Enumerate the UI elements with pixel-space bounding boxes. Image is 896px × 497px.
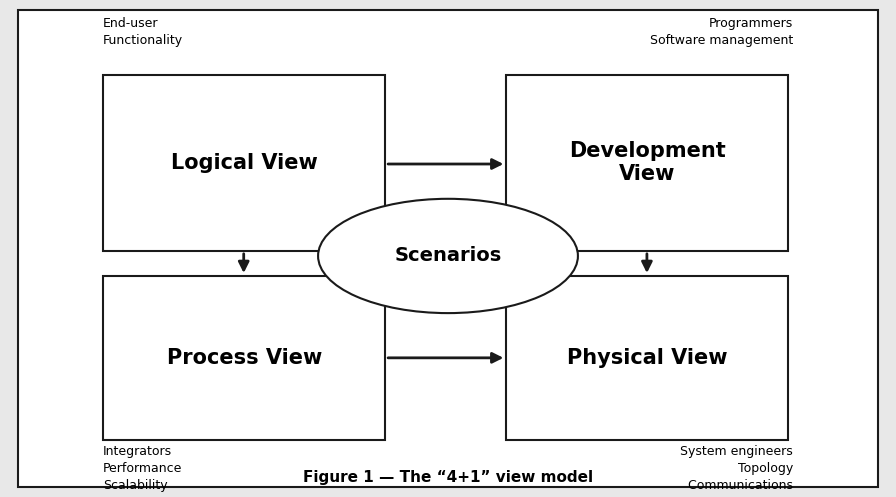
Bar xyxy=(103,276,385,440)
Text: Figure 1 — The “4+1” view model: Figure 1 — The “4+1” view model xyxy=(303,470,593,485)
Text: Scenarios: Scenarios xyxy=(394,247,502,265)
Text: Physical View: Physical View xyxy=(567,348,728,368)
Bar xyxy=(506,276,788,440)
Text: Programmers
Software management: Programmers Software management xyxy=(650,17,793,47)
Bar xyxy=(103,75,385,251)
Text: End-user
Functionality: End-user Functionality xyxy=(103,17,183,47)
Text: Logical View: Logical View xyxy=(171,153,317,173)
Text: Integrators
Performance
Scalability: Integrators Performance Scalability xyxy=(103,445,183,492)
Text: Development
View: Development View xyxy=(569,141,726,184)
Text: System engineers
    Topology
    Communications: System engineers Topology Communications xyxy=(672,445,793,492)
Ellipse shape xyxy=(318,199,578,313)
Bar xyxy=(506,75,788,251)
Text: Process View: Process View xyxy=(167,348,322,368)
